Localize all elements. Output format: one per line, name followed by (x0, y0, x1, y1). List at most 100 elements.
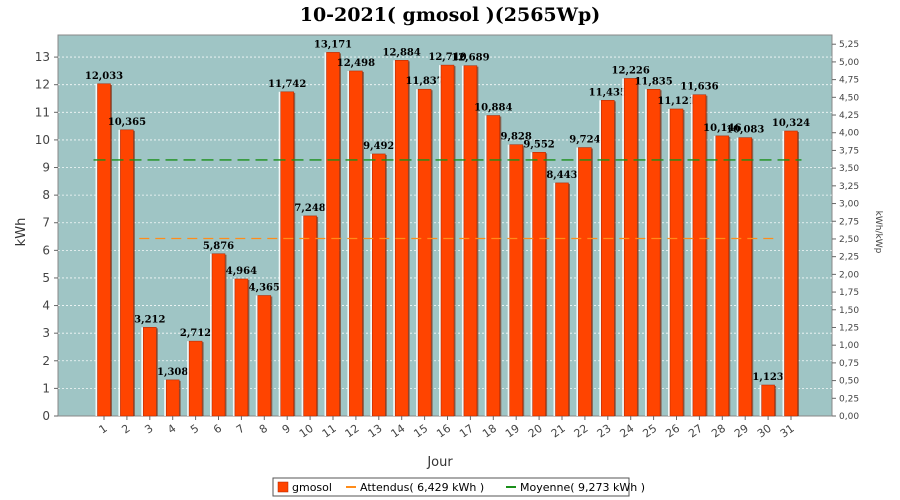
y-tick-label: 10 (35, 133, 50, 147)
bar-highlight (118, 129, 121, 416)
bar-highlight (507, 144, 510, 416)
data-label: 12,498 (337, 58, 375, 69)
bar-highlight (210, 253, 212, 416)
plot-area: 0123456789101112130,000,250,500,751,001,… (35, 34, 859, 441)
legend: gmosol Attendus( 6,429 kWh ) Moyenne( 9,27… (272, 477, 645, 497)
bar (372, 153, 386, 417)
y2-tick-label: 1,75 (839, 288, 859, 298)
data-label: 9,492 (363, 141, 394, 152)
bar-highlight (187, 341, 190, 416)
bar (97, 83, 111, 417)
y-tick-label: 3 (42, 326, 50, 340)
x-tick-label: 27 (686, 422, 705, 441)
x-tick-label: 8 (257, 422, 270, 437)
x-tick-label: 19 (503, 422, 522, 441)
bar-highlight (782, 130, 785, 416)
y2-tick-label: 0,00 (839, 412, 859, 422)
data-label: 10,146 (703, 123, 741, 134)
x-tick-label: 20 (526, 422, 545, 441)
data-label: 11,835 (634, 76, 672, 87)
y-tick-label: 5 (42, 271, 50, 285)
y-tick-label: 13 (35, 50, 50, 64)
data-label: 12,689 (451, 53, 489, 64)
chart-title: 10-2021( gmosol )(2565Wp) (300, 4, 601, 26)
y2-tick-label: 2,00 (839, 270, 859, 280)
x-tick-label: 9 (280, 422, 293, 437)
bar-highlight (530, 152, 533, 416)
y2-tick-label: 1,50 (839, 306, 859, 316)
x-tick-label: 28 (709, 422, 728, 441)
bar (211, 253, 226, 417)
bar (669, 108, 684, 417)
y2-tick-label: 3,50 (839, 164, 859, 174)
bar (555, 182, 569, 417)
y-axis-label: kWh (14, 218, 29, 247)
data-label: 10,884 (474, 103, 512, 114)
bar (349, 70, 363, 417)
data-label: 11,121 (657, 96, 695, 107)
bar-shadow (156, 328, 158, 416)
data-label: 9,724 (569, 135, 600, 146)
bar-shadow (728, 136, 731, 416)
x-tick-label: 17 (457, 422, 476, 441)
bar-shadow (660, 90, 662, 416)
data-label: 12,884 (383, 47, 421, 58)
bar-shadow (683, 109, 685, 417)
x-tick-label: 10 (297, 422, 316, 441)
x-tick-label: 2 (119, 422, 132, 437)
bar (165, 379, 180, 417)
data-label: 11,742 (268, 79, 306, 90)
bar-highlight (141, 327, 144, 416)
bar-highlight (713, 135, 716, 416)
y2-tick-label: 3,75 (839, 146, 859, 156)
y-tick-label: 4 (42, 299, 50, 313)
data-label: 11,636 (680, 82, 718, 93)
x-tick-label: 15 (411, 422, 430, 441)
bar-highlight (439, 65, 441, 416)
bar-shadow (751, 138, 754, 416)
bar-shadow (408, 61, 410, 417)
bar-shadow (385, 154, 387, 416)
bar-highlight (164, 379, 167, 416)
data-label: 11,837 (405, 76, 443, 87)
data-label: 4,964 (226, 266, 257, 277)
bar (188, 340, 203, 417)
x-tick-label: 25 (640, 422, 659, 441)
y2-tick-label: 3,00 (839, 200, 859, 210)
bar-shadow (247, 279, 250, 416)
legend-swatch (277, 481, 289, 493)
x-tick-label: 29 (732, 422, 751, 441)
y2-tick-label: 5,00 (839, 58, 859, 68)
x-tick-label: 26 (663, 422, 682, 441)
y2-tick-label: 2,50 (839, 235, 859, 245)
bar-shadow (362, 71, 364, 416)
bar-shadow (293, 92, 296, 416)
bar-shadow (110, 84, 112, 416)
bar-shadow (339, 53, 341, 416)
data-label: 2,712 (180, 328, 211, 339)
bar (463, 65, 478, 417)
bar-highlight (370, 153, 373, 416)
bar (738, 137, 752, 417)
data-label: 1,308 (157, 367, 188, 378)
x-tick-label: 12 (343, 422, 362, 441)
bar-shadow (431, 90, 433, 417)
x-tick-label: 7 (234, 422, 247, 437)
x-tick-label: 6 (211, 422, 224, 437)
data-label: 12,226 (612, 65, 650, 76)
bar (234, 278, 249, 417)
bar-highlight (461, 65, 464, 416)
y2-tick-label: 4,75 (839, 76, 859, 86)
bar-shadow (454, 66, 456, 416)
bar-highlight (95, 83, 98, 416)
bar (784, 130, 798, 417)
bar-highlight (324, 52, 327, 416)
bar (692, 94, 707, 417)
bar (303, 215, 317, 417)
bar (646, 89, 661, 417)
x-tick-label: 16 (434, 422, 453, 441)
x-tick-label: 14 (388, 422, 407, 441)
x-tick-label: 5 (188, 422, 201, 437)
bar-shadow (591, 148, 593, 416)
